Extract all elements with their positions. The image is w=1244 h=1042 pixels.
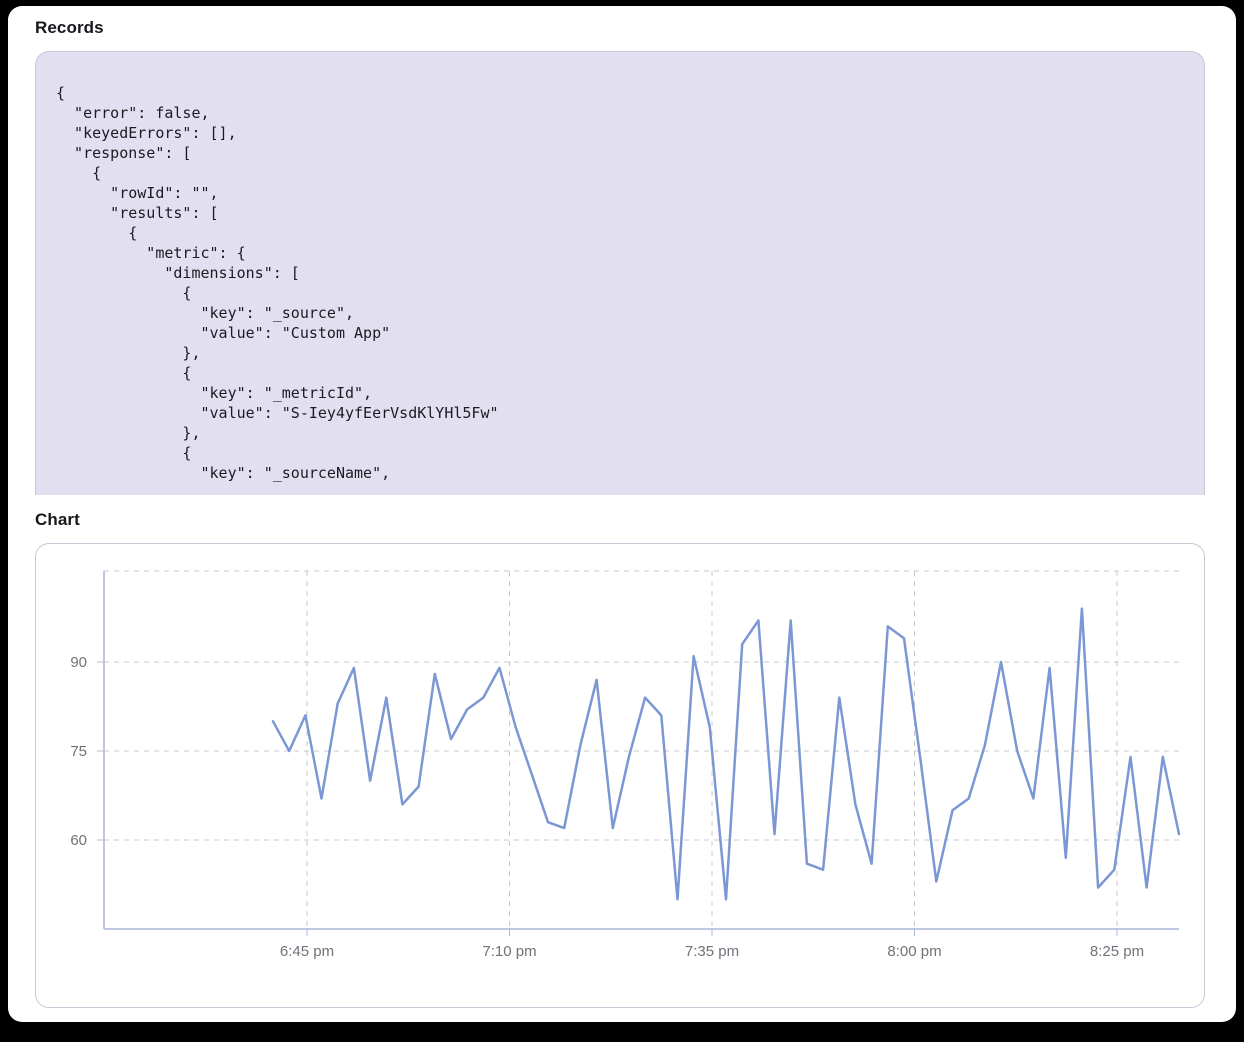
records-title: Records [35, 18, 104, 37]
svg-text:75: 75 [70, 743, 87, 760]
chart-section: Chart 90 75 60 6:45 pm 7:10 pm 7:35 pm 8:00 pm… [8, 510, 1236, 1008]
chart-title: Chart [35, 510, 80, 529]
records-code-panel[interactable]: { "error": false, "keyedErrors": [], "re… [35, 51, 1205, 495]
svg-text:7:10 pm: 7:10 pm [482, 943, 536, 960]
app-window: Records { "error": false, "keyedErrors":… [8, 6, 1236, 1022]
records-json-code: { "error": false, "keyedErrors": [], "re… [56, 84, 499, 482]
svg-text:7:35 pm: 7:35 pm [685, 943, 739, 960]
chart-card: 90 75 60 6:45 pm 7:10 pm 7:35 pm 8:00 pm 8:25 p… [35, 543, 1205, 1008]
svg-text:8:25 pm: 8:25 pm [1090, 943, 1144, 960]
records-section: Records { "error": false, "keyedErrors":… [8, 18, 1236, 495]
svg-text:8:00 pm: 8:00 pm [887, 943, 941, 960]
svg-text:60: 60 [70, 832, 87, 849]
line-chart[interactable]: 90 75 60 6:45 pm 7:10 pm 7:35 pm 8:00 pm 8:25 p… [36, 544, 1204, 1007]
svg-text:90: 90 [70, 654, 87, 671]
svg-text:6:45 pm: 6:45 pm [280, 943, 334, 960]
